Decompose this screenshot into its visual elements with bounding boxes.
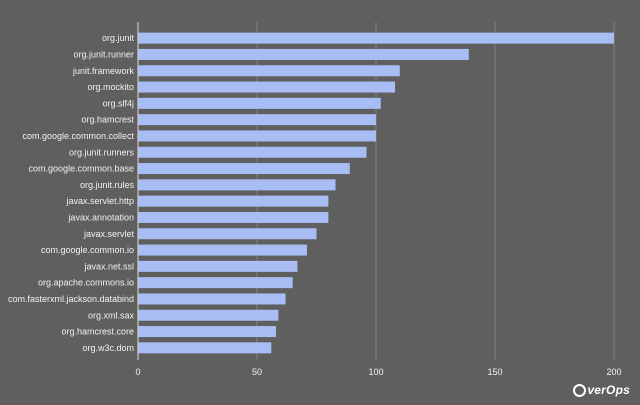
category-label: org.mockito [87,82,134,92]
category-label: org.hamcrest.core [61,327,134,337]
category-label: junit.framework [72,66,135,76]
bar [138,211,329,223]
category-label: org.junit.rules [80,180,135,190]
x-tick-labels: 0 50 100 150 200 [135,367,621,377]
category-label: javax.annotation [67,212,134,222]
bar [138,179,336,191]
bar [138,326,277,338]
overops-logo: verOps [573,383,630,397]
bar [138,146,367,158]
category-label: org.junit.runners [69,147,135,157]
category-label: javax.servlet.http [65,196,134,206]
logo-text: verOps [587,383,630,397]
bar [138,228,317,240]
x-tick-label: 100 [368,367,383,377]
category-label: org.junit.runner [73,49,134,59]
bar [138,114,376,126]
category-label: org.w3c.dom [82,343,134,353]
category-label: org.apache.commons.io [38,278,134,288]
bar [138,342,272,354]
bar [138,65,400,77]
logo-o-icon [573,383,587,397]
category-label: org.xml.sax [88,310,135,320]
x-tick-label: 0 [135,367,140,377]
bar [138,163,350,175]
bar [138,293,286,305]
category-label: org.hamcrest [81,115,134,125]
bar [138,309,279,321]
bar [138,32,614,44]
category-label: com.fasterxml.jackson.databind [8,294,134,304]
category-label: javax.net.ssl [83,261,134,271]
category-label: org.junit [102,33,135,43]
x-tick-label: 200 [606,367,621,377]
bar [138,81,396,93]
bar [138,195,329,207]
bar [138,97,381,109]
bar [138,260,298,272]
category-labels: org.junit org.junit.runner junit.framework… [8,33,135,353]
category-label: org.slf4j [102,98,134,108]
category-label: javax.servlet [83,229,135,239]
category-label: com.google.common.io [41,245,134,255]
category-label: com.google.common.collect [22,131,134,141]
bar [138,244,307,256]
bar [138,277,293,289]
x-tick-label: 150 [487,367,502,377]
bar [138,48,469,60]
bar [138,130,376,142]
bars [138,32,614,354]
category-label: com.google.common.base [28,164,134,174]
x-tick-label: 50 [252,367,262,377]
